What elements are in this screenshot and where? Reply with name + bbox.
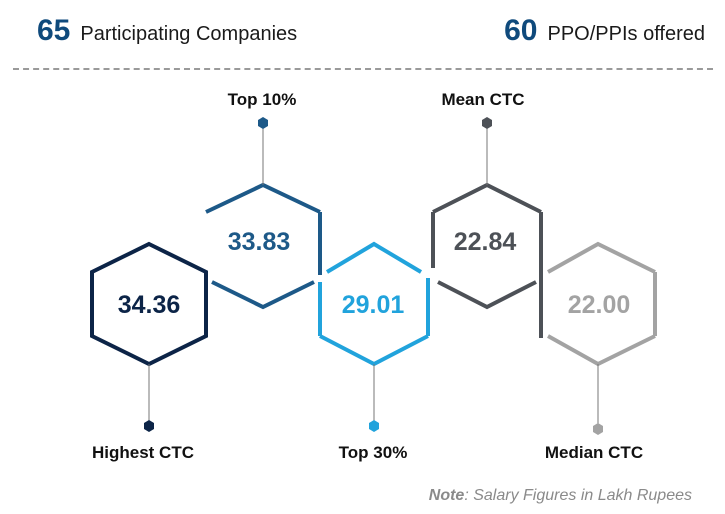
- hexagon-top-30-top: [325, 241, 423, 274]
- hex-mean-ctc: 22.84 Mean CTC: [431, 90, 543, 338]
- value-top-30: 29.01: [342, 291, 405, 319]
- note-text: : Salary Figures in Lakh Rupees: [464, 487, 692, 504]
- offers-count: 60: [504, 14, 538, 47]
- hex-top-30: 29.01 Top 30%: [318, 241, 430, 462]
- value-mean-ctc: 22.84: [454, 228, 517, 256]
- hex-top-10: 33.83 Top 10%: [205, 90, 322, 310]
- hex-highest-ctc: 34.36 Highest CTC: [90, 241, 208, 462]
- hexagon-median-ctc-top: [547, 241, 656, 274]
- value-median-ctc: 22.00: [568, 291, 631, 319]
- ppo-ppi-stat: 60 PPO/PPIs offered: [504, 14, 705, 48]
- label-highest-ctc: Highest CTC: [92, 443, 194, 462]
- note-prefix: Note: [428, 487, 465, 504]
- offers-label: PPO/PPIs offered: [547, 23, 706, 45]
- companies-label: Participating Companies: [80, 23, 298, 45]
- hexagon-mean-ctc-top: [432, 182, 542, 214]
- hexagon-top-10: [205, 182, 321, 214]
- value-top-10: 33.83: [228, 228, 291, 256]
- label-mean-ctc: Mean CTC: [441, 90, 524, 109]
- marker-top-10: [258, 117, 268, 129]
- marker-mean-ctc: [482, 117, 492, 129]
- label-top-10: Top 10%: [228, 90, 297, 109]
- marker-median-ctc: [593, 423, 603, 435]
- hexagon-top-10-base: [211, 280, 315, 310]
- label-median-ctc: Median CTC: [545, 443, 643, 462]
- hexagon-mean-ctc-bottom: [437, 280, 537, 310]
- hexagon-median-ctc-bottom: [547, 334, 656, 367]
- marker-highest-ctc: [144, 420, 154, 432]
- value-highest-ctc: 34.36: [118, 291, 181, 319]
- hexagon-top-30-bottom: [319, 334, 429, 367]
- hex-median-ctc: 22.00 Median CTC: [545, 241, 657, 462]
- footnote: Note: Salary Figures in Lakh Rupees: [429, 487, 692, 505]
- marker-top-30: [369, 420, 379, 432]
- dashed-divider: [13, 68, 713, 70]
- companies-count: 65: [37, 14, 71, 47]
- participating-companies-stat: 65 Participating Companies: [37, 14, 297, 48]
- label-top-30: Top 30%: [339, 443, 408, 462]
